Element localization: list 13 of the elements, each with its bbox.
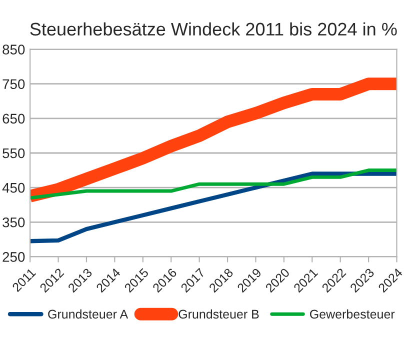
- legend-label: Gewerbesteuer: [310, 309, 395, 319]
- line-series: [30, 172, 397, 244]
- legend-label: Grundsteuer B: [178, 309, 259, 319]
- legend-label: Grundsteuer A: [48, 309, 128, 319]
- y-tick-label: 550: [2, 148, 25, 158]
- y-tick-label: 350: [2, 217, 25, 228]
- y-tick-label: 850: [2, 44, 25, 54]
- chart-title: Steuerhebesätze Windeck 2011 bis 2024 in %: [30, 22, 397, 36]
- y-tick-label: 750: [2, 79, 25, 90]
- y-tick-label: 450: [2, 182, 25, 193]
- y-tick-label: 650: [2, 114, 25, 124]
- y-tick-label: 250: [2, 252, 25, 262]
- line-series: [30, 168, 397, 200]
